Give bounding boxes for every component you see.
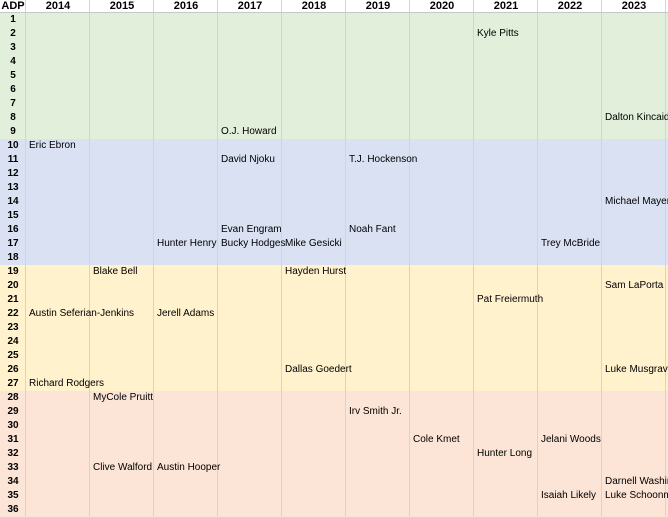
tier-band — [0, 265, 668, 391]
player-cell-hayden-hurst[interactable]: Hayden Hurst — [285, 266, 347, 277]
adp-row-number: 21 — [7, 294, 19, 305]
year-header-2018[interactable]: 2018 — [301, 0, 327, 12]
year-header-2021[interactable]: 2021 — [493, 0, 519, 12]
adp-header: ADP — [1, 0, 25, 12]
adp-row-number: 34 — [7, 476, 19, 487]
player-cell-sam-laporta[interactable]: Sam LaPorta — [605, 280, 664, 291]
player-cell-luke-musgrave[interactable]: Luke Musgrave — [605, 364, 668, 375]
player-cell-dallas-goedert[interactable]: Dallas Goedert — [285, 364, 352, 375]
player-cell-noah-fant[interactable]: Noah Fant — [349, 224, 396, 235]
adp-row-number: 33 — [7, 462, 19, 473]
player-cell-irv-smith-jr[interactable]: Irv Smith Jr. — [349, 406, 402, 417]
adp-row-number: 12 — [7, 168, 19, 179]
player-cell-hunter-henry[interactable]: Hunter Henry — [157, 238, 217, 249]
adp-row-number: 8 — [10, 112, 16, 123]
player-cell-david-njoku[interactable]: David Njoku — [221, 154, 275, 165]
column-gridline — [601, 0, 602, 516]
adp-row-number: 24 — [7, 336, 19, 347]
adp-row-number: 10 — [7, 140, 19, 151]
player-cell-blake-bell[interactable]: Blake Bell — [93, 266, 138, 277]
adp-row-number: 26 — [7, 364, 19, 375]
adp-row-number: 23 — [7, 322, 19, 333]
player-cell-jerell-adams[interactable]: Jerell Adams — [157, 308, 215, 319]
player-cell-t-j-hockenson[interactable]: T.J. Hockenson — [349, 154, 418, 165]
column-gridline — [409, 0, 410, 516]
adp-row-number: 15 — [7, 210, 19, 221]
player-cell-jelani-woods[interactable]: Jelani Woods — [541, 434, 601, 445]
year-header-2017[interactable]: 2017 — [237, 0, 263, 12]
column-gridline — [473, 0, 474, 516]
adp-row-number: 30 — [7, 420, 19, 431]
adp-row-number: 3 — [10, 42, 16, 53]
column-gridline — [665, 0, 666, 516]
player-cell-mycole-pruitt[interactable]: MyCole Pruitt — [93, 392, 154, 403]
column-gridline — [153, 0, 154, 516]
year-header-2016[interactable]: 2016 — [173, 0, 199, 12]
adp-row-number: 5 — [10, 70, 16, 81]
player-cell-kyle-pitts[interactable]: Kyle Pitts — [477, 28, 519, 39]
player-cell-eric-ebron[interactable]: Eric Ebron — [29, 140, 76, 151]
adp-row-number: 19 — [7, 266, 19, 277]
player-cell-luke-schoonmaker[interactable]: Luke Schoonmaker — [605, 490, 668, 501]
column-gridline — [25, 0, 26, 516]
column-gridline — [537, 0, 538, 516]
year-header-2020[interactable]: 2020 — [429, 0, 455, 12]
player-cell-pat-freiermuth[interactable]: Pat Freiermuth — [477, 294, 544, 305]
player-cell-evan-engram[interactable]: Evan Engram — [221, 224, 282, 235]
adp-row-number: 22 — [7, 308, 19, 319]
player-cell-hunter-long[interactable]: Hunter Long — [477, 448, 533, 459]
player-cell-trey-mcbride[interactable]: Trey McBride — [541, 238, 601, 249]
header-divider — [0, 12, 668, 13]
player-cell-austin-seferian-jenkins[interactable]: Austin Seferian-Jenkins — [29, 308, 135, 319]
adp-row-number: 36 — [7, 504, 19, 515]
year-header-2019[interactable]: 2019 — [365, 0, 391, 12]
adp-row-number: 6 — [10, 84, 16, 95]
adp-row-number: 2 — [10, 28, 16, 39]
player-cell-isaiah-likely[interactable]: Isaiah Likely — [541, 490, 597, 501]
adp-row-number: 31 — [7, 434, 19, 445]
adp-row-number: 13 — [7, 182, 19, 193]
column-gridline — [217, 0, 218, 516]
adp-row-number: 35 — [7, 490, 19, 501]
column-gridline — [281, 0, 282, 516]
player-cell-clive-walford[interactable]: Clive Walford — [93, 462, 153, 473]
adp-row-number: 9 — [10, 126, 16, 137]
year-header-2015[interactable]: 2015 — [109, 0, 135, 12]
player-cell-bucky-hodges[interactable]: Bucky Hodges — [221, 238, 286, 249]
adp-row-number: 27 — [7, 378, 19, 389]
column-gridline — [89, 0, 90, 516]
adp-row-number: 4 — [10, 56, 16, 67]
adp-row-number: 28 — [7, 392, 19, 403]
player-cell-austin-hooper[interactable]: Austin Hooper — [157, 462, 221, 473]
adp-row-number: 20 — [7, 280, 19, 291]
player-cell-o-j-howard[interactable]: O.J. Howard — [221, 126, 277, 137]
tier-band — [0, 139, 668, 265]
player-cell-michael-mayer[interactable]: Michael Mayer — [605, 196, 668, 207]
year-header-2022[interactable]: 2022 — [557, 0, 583, 12]
player-cell-dalton-kincaid[interactable]: Dalton Kincaid — [605, 112, 668, 123]
adp-row-number: 32 — [7, 448, 19, 459]
year-header-2023[interactable]: 2023 — [621, 0, 647, 12]
adp-row-number: 14 — [7, 196, 19, 207]
player-cell-mike-gesicki[interactable]: Mike Gesicki — [285, 238, 342, 249]
player-cell-cole-kmet[interactable]: Cole Kmet — [413, 434, 460, 445]
adp-row-number: 18 — [7, 252, 19, 263]
year-header-2014[interactable]: 2014 — [45, 0, 71, 12]
adp-row-number: 16 — [7, 224, 19, 235]
adp-row-number: 29 — [7, 406, 19, 417]
adp-row-number: 7 — [10, 98, 16, 109]
adp-row-number: 11 — [7, 154, 19, 165]
column-gridline — [345, 0, 346, 516]
tier-band — [0, 391, 668, 517]
player-cell-darnell-washington[interactable]: Darnell Washington — [605, 476, 668, 487]
adp-row-number: 1 — [10, 14, 16, 25]
adp-row-number: 25 — [7, 350, 19, 361]
player-cell-richard-rodgers[interactable]: Richard Rodgers — [29, 378, 105, 389]
tier-band — [0, 13, 668, 139]
adp-row-number: 17 — [7, 238, 19, 249]
